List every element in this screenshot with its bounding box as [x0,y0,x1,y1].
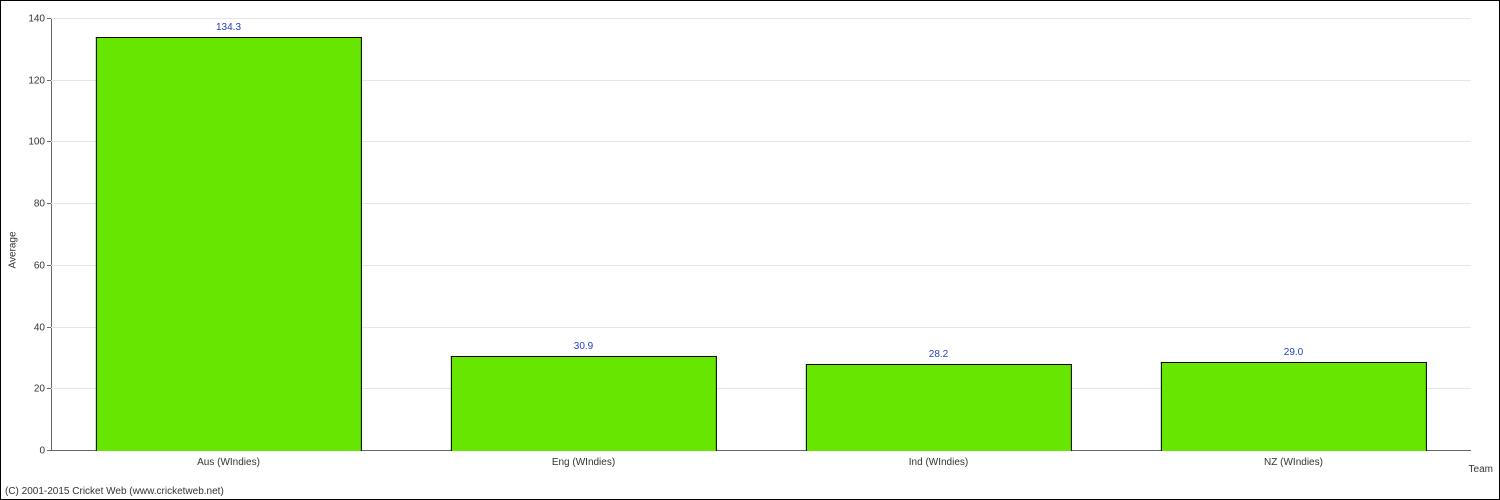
bar-wrap: 134.3Aus (WIndies) [95,37,361,451]
ytick-label: 20 [34,384,51,395]
ytick-label: 0 [39,446,51,457]
ytick-label: 60 [34,260,51,271]
bar-category-label: NZ (WIndies) [1264,451,1323,468]
gridline [51,18,1471,19]
y-axis-label: Average [8,231,19,268]
copyright-text: (C) 2001-2015 Cricket Web (www.cricketwe… [5,486,224,497]
ytick-label: 100 [28,137,51,148]
bar [95,37,361,451]
bar-value-label: 134.3 [216,22,241,37]
y-axis-line [51,19,52,451]
bar-value-label: 28.2 [929,349,948,364]
ytick-mark [47,450,51,451]
x-axis-label: Team [1469,464,1493,475]
bar-category-label: Ind (WIndies) [909,451,968,468]
bar [450,356,716,451]
bar-category-label: Eng (WIndies) [552,451,615,468]
bar-wrap: 28.2Ind (WIndies) [805,364,1071,451]
ytick-mark [47,18,51,19]
ytick-mark [47,141,51,142]
bar-value-label: 30.9 [574,341,593,356]
bar-category-label: Aus (WIndies) [197,451,260,468]
ytick-mark [47,203,51,204]
bar-value-label: 29.0 [1284,347,1303,362]
bar-wrap: 30.9Eng (WIndies) [450,356,716,451]
plot-area: 020406080100120140134.3Aus (WIndies)30.9… [51,19,1471,451]
chart-frame: Average 020406080100120140134.3Aus (WInd… [0,0,1500,500]
ytick-label: 40 [34,322,51,333]
ytick-label: 120 [28,75,51,86]
bar [1160,362,1426,451]
bar-wrap: 29.0NZ (WIndies) [1160,362,1426,451]
ytick-mark [47,327,51,328]
ytick-label: 140 [28,14,51,25]
bar [805,364,1071,451]
ytick-mark [47,388,51,389]
ytick-mark [47,80,51,81]
ytick-label: 80 [34,199,51,210]
ytick-mark [47,265,51,266]
